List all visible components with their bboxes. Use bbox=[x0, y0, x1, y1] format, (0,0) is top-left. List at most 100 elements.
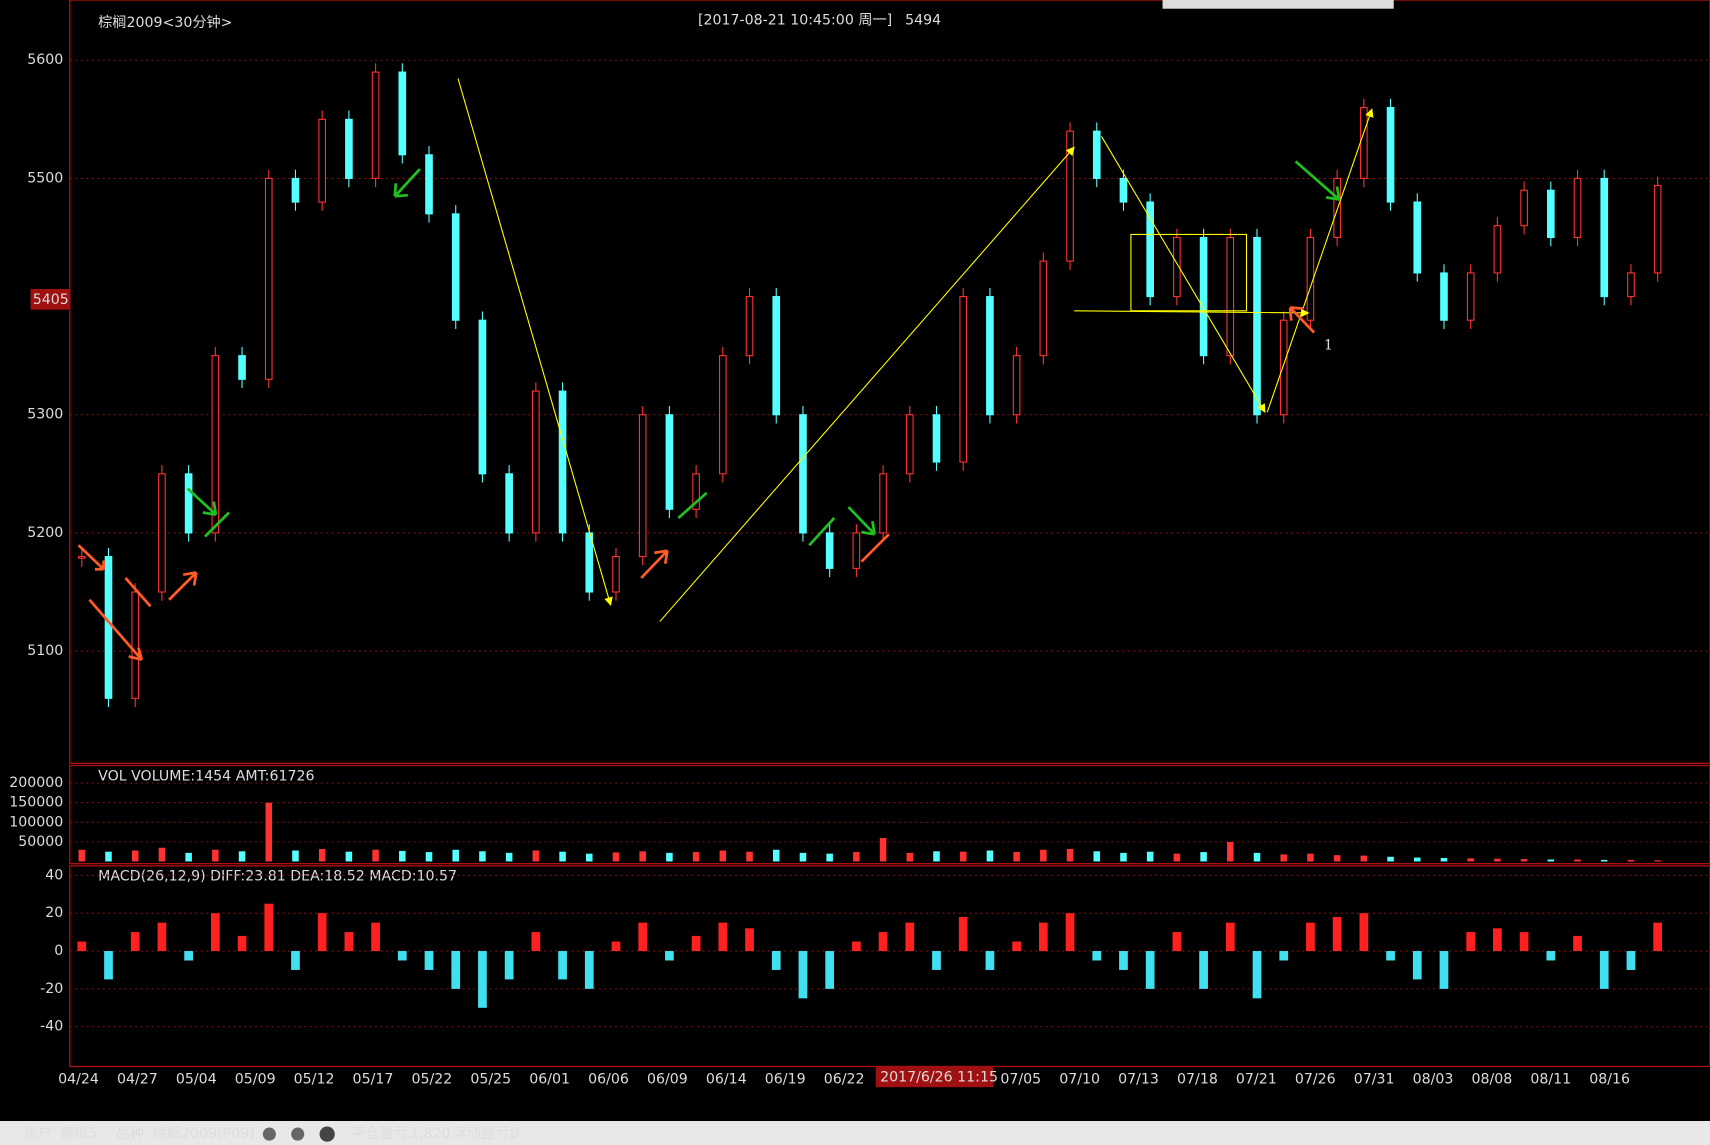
macd-bar bbox=[504, 951, 514, 980]
candle bbox=[959, 296, 968, 463]
candle bbox=[77, 556, 86, 559]
macd-bar bbox=[1279, 951, 1289, 961]
candle bbox=[1039, 260, 1048, 357]
zoom-out[interactable] bbox=[262, 1127, 276, 1141]
volume-bar bbox=[1574, 859, 1581, 862]
macd-bar bbox=[1119, 951, 1128, 970]
candle bbox=[398, 71, 407, 156]
x-tick-label: 07/26 bbox=[1295, 1072, 1336, 1088]
volume-bar bbox=[265, 802, 273, 862]
status: 账户: 模拟5 品种: 棕榈2009(P09) 平仓盈亏: 1,820 浮动盈亏… bbox=[24, 1125, 519, 1142]
macd-bar bbox=[691, 935, 701, 952]
status-bar bbox=[0, 1121, 1710, 1145]
y-tick-label: 5300 bbox=[27, 407, 63, 423]
volume-bar bbox=[799, 852, 807, 862]
x-tick-label: 06/01 bbox=[529, 1072, 570, 1088]
macd-bar bbox=[584, 951, 594, 989]
macd-bar bbox=[371, 922, 380, 952]
candle bbox=[478, 319, 487, 475]
cursor-time: [2017-08-21 10:45:00 周一] bbox=[698, 13, 892, 29]
candle bbox=[238, 355, 246, 380]
volume-bar bbox=[639, 851, 646, 862]
candle bbox=[1653, 184, 1662, 274]
y-tick-label: 5100 bbox=[27, 643, 63, 659]
macd-bar bbox=[1092, 951, 1102, 961]
candle bbox=[131, 591, 140, 699]
volume-bar bbox=[505, 852, 513, 862]
symbol[interactable]: 棕榈2009(P09) bbox=[153, 1126, 255, 1142]
account[interactable]: 模拟5 bbox=[60, 1126, 97, 1142]
candle bbox=[638, 414, 647, 558]
candle bbox=[1333, 177, 1341, 239]
volume-bar bbox=[1547, 859, 1555, 862]
x-tick-label: 05/12 bbox=[294, 1072, 335, 1088]
x-tick-label: 06/22 bbox=[824, 1072, 865, 1088]
candle bbox=[772, 296, 781, 416]
candle bbox=[1279, 319, 1288, 416]
volume-bar bbox=[746, 851, 753, 862]
x-tick-label: 07/13 bbox=[1118, 1072, 1159, 1088]
macd-bar bbox=[104, 951, 113, 980]
volume-bar bbox=[1093, 851, 1101, 862]
x-tick-label: 06/14 bbox=[706, 1072, 747, 1088]
volume-bar bbox=[1280, 854, 1287, 862]
macd-bar bbox=[1493, 928, 1502, 952]
y-tick-label: 5600 bbox=[27, 52, 63, 68]
volume-title: VOL VOLUME:1454 AMT:61726 bbox=[98, 768, 314, 784]
candle bbox=[318, 118, 326, 203]
candle bbox=[1386, 106, 1395, 203]
macd-bar bbox=[317, 913, 327, 952]
zoom-in[interactable] bbox=[291, 1127, 305, 1141]
volume-bar bbox=[399, 850, 406, 862]
chart-title: 棕榈2009<30分钟> bbox=[98, 14, 232, 31]
macd-bar bbox=[1012, 941, 1021, 952]
candle bbox=[1253, 236, 1261, 416]
macd-bar bbox=[665, 951, 674, 961]
candle bbox=[745, 296, 754, 357]
volume-bar bbox=[1494, 858, 1501, 862]
candle bbox=[1173, 236, 1181, 298]
macd-bar bbox=[1466, 932, 1476, 952]
volume-bar bbox=[1227, 841, 1234, 862]
volume-bar bbox=[105, 851, 112, 862]
macd-bar bbox=[1306, 922, 1315, 952]
price-label-box bbox=[30, 288, 70, 310]
macd-bar bbox=[1172, 932, 1182, 952]
volume-bar bbox=[879, 837, 887, 862]
candle bbox=[1466, 272, 1475, 321]
toolbar[interactable] bbox=[1162, 0, 1394, 9]
y-tick-label: 150000 bbox=[9, 795, 63, 811]
x-tick-label: 07/31 bbox=[1354, 1072, 1395, 1088]
x-tick-label: 08/03 bbox=[1413, 1072, 1454, 1088]
macd-bar bbox=[1359, 913, 1369, 952]
volume-bar bbox=[345, 851, 353, 862]
volume-bar bbox=[1333, 855, 1341, 862]
volume-bar bbox=[906, 852, 914, 862]
macd-bar bbox=[1439, 951, 1449, 989]
macd-bar bbox=[1412, 951, 1422, 980]
volume-panel bbox=[69, 764, 1710, 865]
candle bbox=[345, 118, 353, 179]
candle bbox=[986, 296, 994, 416]
candle bbox=[1413, 201, 1422, 274]
y-tick-label: -20 bbox=[40, 981, 63, 997]
macd-bar bbox=[478, 951, 487, 1008]
macd-title: MACD(26,12,9) DIFF:23.81 DEA:18.52 MACD:… bbox=[98, 869, 457, 885]
macd-bar bbox=[424, 951, 434, 970]
y-tick-label: 40 bbox=[45, 867, 63, 883]
view-button[interactable] bbox=[319, 1126, 335, 1142]
volume-bar bbox=[719, 850, 727, 862]
x-tick-label: 07/21 bbox=[1236, 1072, 1277, 1088]
signal-arrows bbox=[77, 160, 1341, 662]
x-tick-label: 04/24 bbox=[58, 1072, 99, 1088]
macd-bar bbox=[1519, 932, 1529, 952]
volume-bar bbox=[1600, 859, 1608, 862]
macd-bar bbox=[344, 932, 354, 952]
candle bbox=[451, 213, 460, 321]
candle bbox=[1119, 177, 1128, 203]
volume-bar bbox=[1253, 852, 1261, 862]
candle bbox=[1092, 130, 1101, 179]
volume-bar bbox=[1360, 855, 1368, 862]
